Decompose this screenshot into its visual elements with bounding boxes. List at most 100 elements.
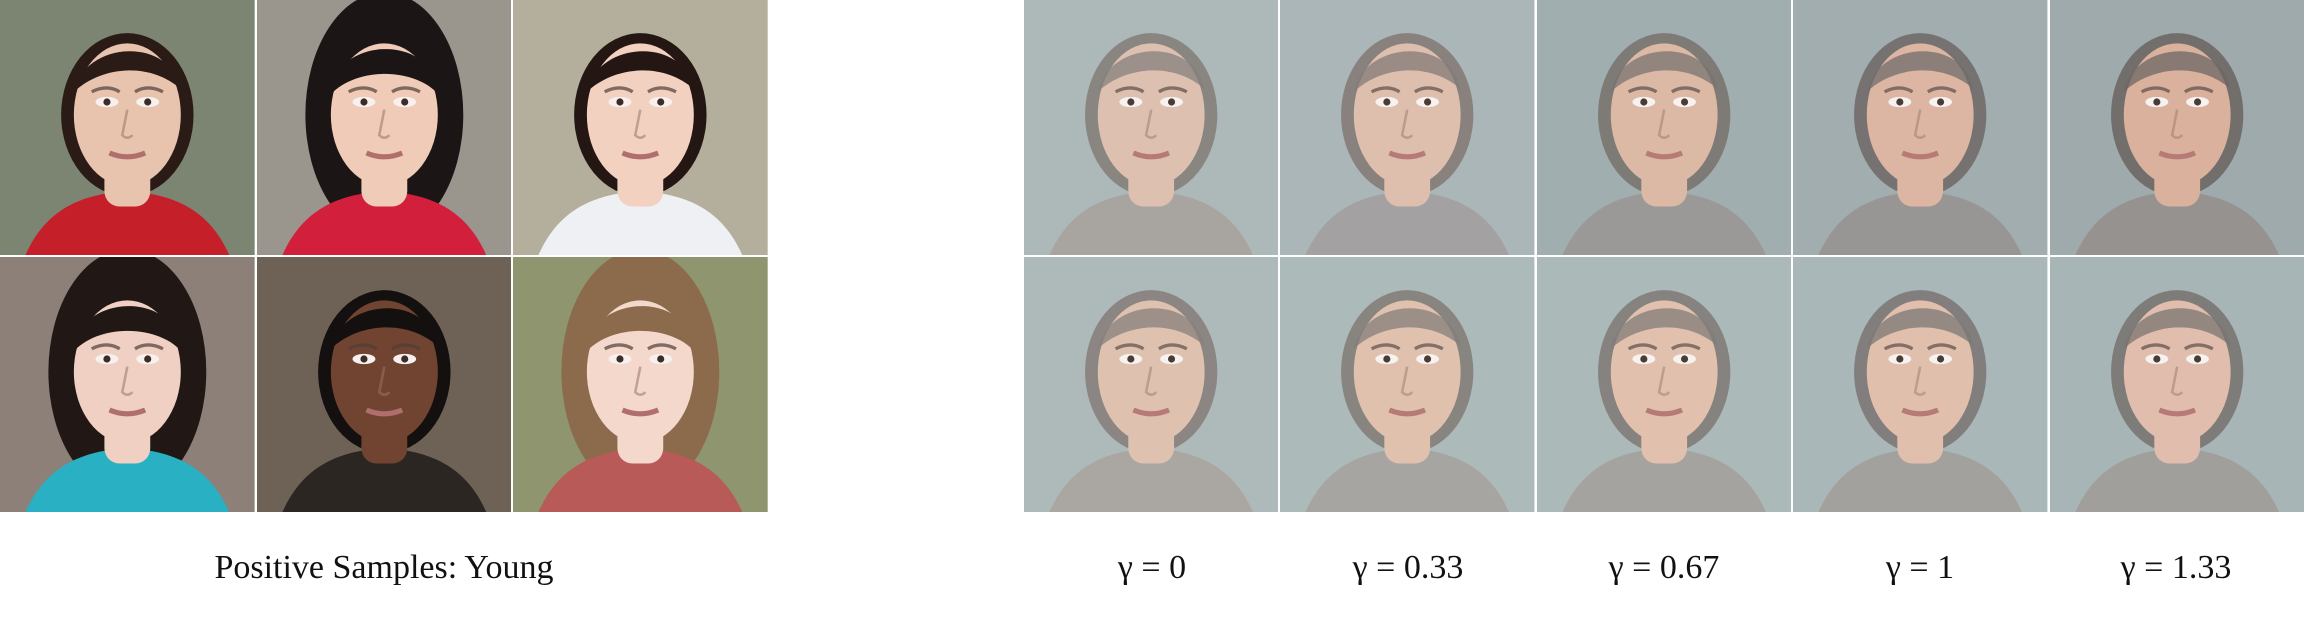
right-eyebrow <box>1927 86 1957 94</box>
left-eyebrow <box>1884 343 1914 351</box>
generated-haze <box>1536 0 1792 255</box>
mouth-shape <box>1132 150 1171 160</box>
shoulder-shape <box>1305 191 1510 255</box>
left-pupil <box>1640 98 1648 106</box>
left-eyebrow <box>1884 86 1914 94</box>
fringe-shape <box>2123 51 2231 92</box>
nose-shape <box>1913 109 1927 139</box>
generated-haze <box>1793 0 2048 255</box>
right-pupil <box>1680 355 1688 363</box>
right-pupil <box>144 98 152 106</box>
right-eyebrow <box>2183 343 2214 351</box>
fringe-shape <box>1610 308 1718 349</box>
nose-shape <box>1144 366 1158 396</box>
left-pupil <box>2152 98 2160 106</box>
left-pupil <box>360 355 368 363</box>
generated-haze <box>1280 0 1535 255</box>
right-pupil <box>400 98 408 106</box>
shoulder-shape <box>25 191 230 255</box>
right-pupil <box>657 98 665 106</box>
mouth-shape <box>365 407 403 417</box>
right-eyebrow <box>1414 343 1444 351</box>
shoulder-shape <box>538 448 743 512</box>
nose-shape <box>120 366 134 396</box>
left-eyebrow <box>2140 86 2171 94</box>
fringe-shape <box>1354 308 1462 349</box>
mouth-shape <box>1132 407 1171 417</box>
left-eyebrow <box>1371 86 1401 94</box>
left-pupil <box>616 98 624 106</box>
right-eyebrow <box>134 86 164 94</box>
shoulder-shape <box>282 191 486 255</box>
fringe-shape <box>1866 308 1974 349</box>
gamma-label: γ = 0.33 <box>1352 549 1464 586</box>
left-pupil <box>360 98 368 106</box>
fringe-shape <box>587 51 695 92</box>
right-pupil <box>1680 98 1688 106</box>
left-eyebrow <box>2140 343 2171 351</box>
generated-haze <box>1024 0 1279 255</box>
generated-face-row-2-col-1 <box>1024 257 1279 512</box>
mouth-shape <box>1645 407 1683 417</box>
shoulder-shape <box>1818 191 2023 255</box>
nose-shape <box>377 109 390 139</box>
right-pupil <box>657 355 665 363</box>
right-eyebrow <box>134 343 164 351</box>
left-pupil <box>616 355 624 363</box>
gamma-label: γ = 1.33 <box>2120 549 2232 586</box>
shoulder-shape <box>1305 448 1510 512</box>
positive-sample-image <box>256 257 512 512</box>
fringe-shape <box>1354 51 1462 92</box>
mouth-shape <box>2157 150 2196 160</box>
left-eyebrow <box>90 86 121 94</box>
generated-haze <box>1280 257 1535 512</box>
right-eyebrow <box>2183 86 2214 94</box>
left-pupil <box>1383 355 1391 363</box>
gamma-label: γ = 0 <box>1117 549 1187 586</box>
generated-face-row-1-col-5 <box>2049 0 2304 255</box>
left-pupil <box>2152 355 2160 363</box>
fringe-shape <box>1097 308 1205 349</box>
nose-shape <box>634 109 647 139</box>
left-pupil <box>1127 355 1135 363</box>
mouth-shape <box>2157 407 2196 417</box>
left-pupil <box>1896 355 1904 363</box>
positive-samples-caption: Positive Samples: Young <box>214 549 554 586</box>
fringe-shape <box>1610 51 1718 92</box>
right-pupil <box>1167 355 1176 363</box>
mouth-shape <box>1388 407 1427 417</box>
left-eyebrow <box>1627 343 1658 351</box>
generated-face-row-2-col-2 <box>1280 257 1535 512</box>
nose-shape <box>1401 109 1414 139</box>
positive-sample-image <box>256 0 512 255</box>
generated-face-row-1-col-3 <box>1536 0 1792 255</box>
positive-sample-image <box>513 257 768 512</box>
generated-haze <box>2049 257 2304 512</box>
shoulder-shape <box>25 448 230 512</box>
nose-shape <box>1144 109 1158 139</box>
left-pupil <box>1640 355 1648 363</box>
right-eyebrow <box>647 86 678 94</box>
shoulder-shape <box>538 191 743 255</box>
right-eyebrow <box>390 343 421 351</box>
right-eyebrow <box>1670 86 1701 94</box>
right-pupil <box>1167 98 1176 106</box>
right-pupil <box>144 355 152 363</box>
right-pupil <box>1424 355 1432 363</box>
fringe-shape <box>1866 51 1974 92</box>
left-eyebrow <box>604 343 634 351</box>
mouth-shape <box>108 150 147 160</box>
generated-face-row-2-col-4 <box>1793 257 2048 512</box>
left-eyebrow <box>90 343 121 351</box>
generated-haze <box>1536 257 1792 512</box>
fringe-shape <box>73 51 181 92</box>
nose-shape <box>634 366 647 396</box>
left-eyebrow <box>604 86 634 94</box>
left-pupil <box>1383 98 1391 106</box>
fringe-shape <box>327 49 441 97</box>
mouth-shape <box>621 407 660 417</box>
right-pupil <box>1424 98 1432 106</box>
fringe-shape <box>330 308 438 349</box>
right-pupil <box>1937 98 1945 106</box>
mouth-shape <box>1901 407 1940 417</box>
